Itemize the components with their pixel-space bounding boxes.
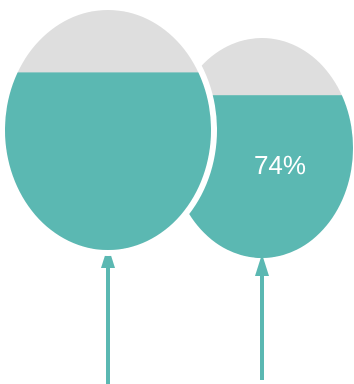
balloon-2-value-label: 74% — [254, 150, 306, 180]
balloon-1-knot — [101, 246, 115, 268]
balloon-1-fill — [5, 72, 211, 250]
balloon-1 — [0, 4, 217, 384]
balloon-2-knot — [255, 254, 269, 276]
